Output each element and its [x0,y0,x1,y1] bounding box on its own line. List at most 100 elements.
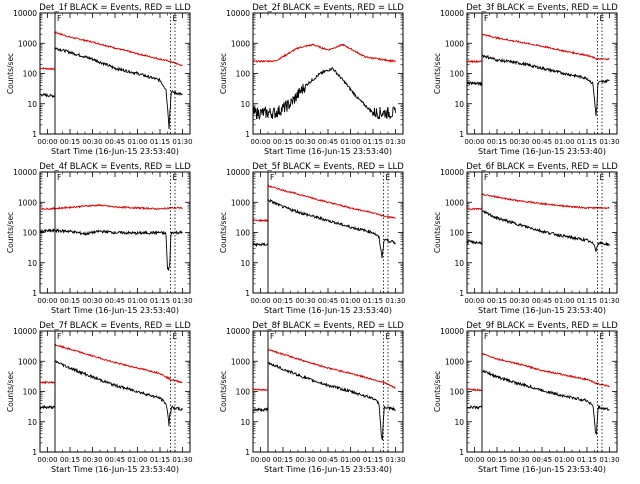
y-tick-label: 1000 [231,198,250,207]
y-tick-label: 10 [27,100,37,109]
x-axis-label: Start Time (16-Jun-15 23:53:40) [51,147,179,156]
y-tick-label: 1 [32,130,37,139]
x-tick-label: 00:00 [250,297,270,305]
y-tick-label: 10 [240,418,250,427]
y-tick-label: 1 [32,448,37,457]
x-tick-label: 01:15 [363,297,383,305]
lld-series-line [253,43,396,63]
y-tick-label: 1 [459,130,464,139]
x-tick-label: 01:00 [340,297,360,305]
chart-title: Det_8f BLACK = Events, RED = LLD [252,321,404,331]
y-tick-label: 1 [245,289,250,298]
x-tick-label: 00:30 [295,138,315,146]
x-tick-label: 00:00 [464,456,484,464]
x-axis-label: Start Time (16-Jun-15 23:53:40) [264,147,392,156]
lld-series-line [40,203,183,211]
x-tick-label: 00:45 [318,297,338,305]
x-tick-label: 00:45 [105,138,125,146]
x-tick-label: 01:30 [599,297,619,305]
y-tick-label: 100 [450,388,465,397]
x-tick-label: 01:15 [150,456,170,464]
chart-panel: Det_3f BLACK = Events, RED = LLD 1 10 100 10… [433,3,620,156]
y-tick-label: 10 [454,259,464,268]
y-axis-label: Counts/sec [6,371,15,412]
y-tick-label: 1000 [18,357,37,366]
x-tick-label: 00:45 [532,138,552,146]
x-tick-label: 01:30 [172,297,192,305]
x-tick-label: 00:45 [532,297,552,305]
lld-series-line [467,352,610,392]
y-tick-label: 1 [459,448,464,457]
x-tick-label: 00:00 [250,138,270,146]
end-marker-label: E [386,173,391,182]
x-tick-label: 00:15 [60,297,80,305]
x-tick-label: 01:15 [577,297,597,305]
x-tick-label: 00:45 [318,456,338,464]
y-tick-label: 10000 [13,168,37,177]
x-tick-label: 01:15 [363,138,383,146]
x-axis-label: Start Time (16-Jun-15 23:53:40) [478,147,606,156]
events-series-line [253,197,396,259]
x-tick-label: 00:15 [273,297,293,305]
events-series-line [253,360,396,441]
y-tick-label: 1000 [231,357,250,366]
y-tick-label: 10 [27,418,37,427]
events-series-line [467,209,610,252]
y-tick-label: 1000 [445,357,464,366]
y-tick-label: 100 [23,229,38,238]
x-tick-label: 01:00 [127,456,147,464]
y-axis-label: Counts/sec [6,53,15,94]
y-tick-label: 10 [27,259,37,268]
x-axis-label: Start Time (16-Jun-15 23:53:40) [51,306,179,315]
end-marker-label: E [173,173,178,182]
x-tick-label: 00:30 [509,456,529,464]
y-axis-label: Counts/sec [433,371,442,412]
x-tick-label: 01:15 [363,456,383,464]
lld-series-line [253,348,396,392]
x-tick-label: 01:15 [150,138,170,146]
events-series-line [253,67,396,121]
y-tick-label: 1 [245,130,250,139]
chart-panel: Det_7f BLACK = Events, RED = LLD 1 10 100 10… [6,321,193,474]
start-marker-label: F [57,332,61,341]
y-tick-label: 1000 [445,39,464,48]
lld-series-line [467,193,610,211]
start-marker-label: F [484,173,488,182]
x-tick-label: 01:00 [127,138,147,146]
y-tick-label: 100 [23,388,38,397]
x-tick-label: 00:15 [60,138,80,146]
x-tick-label: 01:00 [554,138,574,146]
y-axis-label: Counts/sec [219,212,228,253]
y-axis-label: Counts/sec [433,212,442,253]
x-tick-label: 00:00 [464,297,484,305]
y-tick-label: 100 [450,70,465,79]
x-tick-label: 01:30 [385,297,405,305]
y-tick-label: 1000 [231,39,250,48]
y-tick-label: 10000 [226,9,250,18]
x-tick-label: 00:30 [295,456,315,464]
y-tick-label: 100 [450,229,465,238]
events-series-line [40,228,183,271]
x-tick-label: 00:00 [250,456,270,464]
x-tick-label: 00:00 [37,297,57,305]
x-tick-label: 00:30 [82,297,102,305]
plot-frame [252,330,404,453]
chart-panel: Det_1f BLACK = Events, RED = LLD 1 10 100 10… [6,3,193,156]
x-tick-label: 01:15 [150,297,170,305]
chart-panel: Det_8f BLACK = Events, RED = LLD 1 10 100 10… [219,321,406,474]
y-tick-label: 1 [459,289,464,298]
x-axis-label: Start Time (16-Jun-15 23:53:40) [478,306,606,315]
chart-panel: Det_5f BLACK = Events, RED = LLD 1 10 100 10… [219,162,406,315]
events-series-line [40,47,183,130]
x-tick-label: 01:00 [554,297,574,305]
x-axis-label: Start Time (16-Jun-15 23:53:40) [478,465,606,474]
y-tick-label: 1000 [18,198,37,207]
plot-frame [466,12,618,135]
end-marker-label: E [600,332,605,341]
end-marker-label: E [600,173,605,182]
y-tick-label: 1000 [445,198,464,207]
x-tick-label: 00:30 [295,297,315,305]
chart-title: Det_7f BLACK = Events, RED = LLD [39,321,191,331]
x-tick-label: 00:15 [60,456,80,464]
